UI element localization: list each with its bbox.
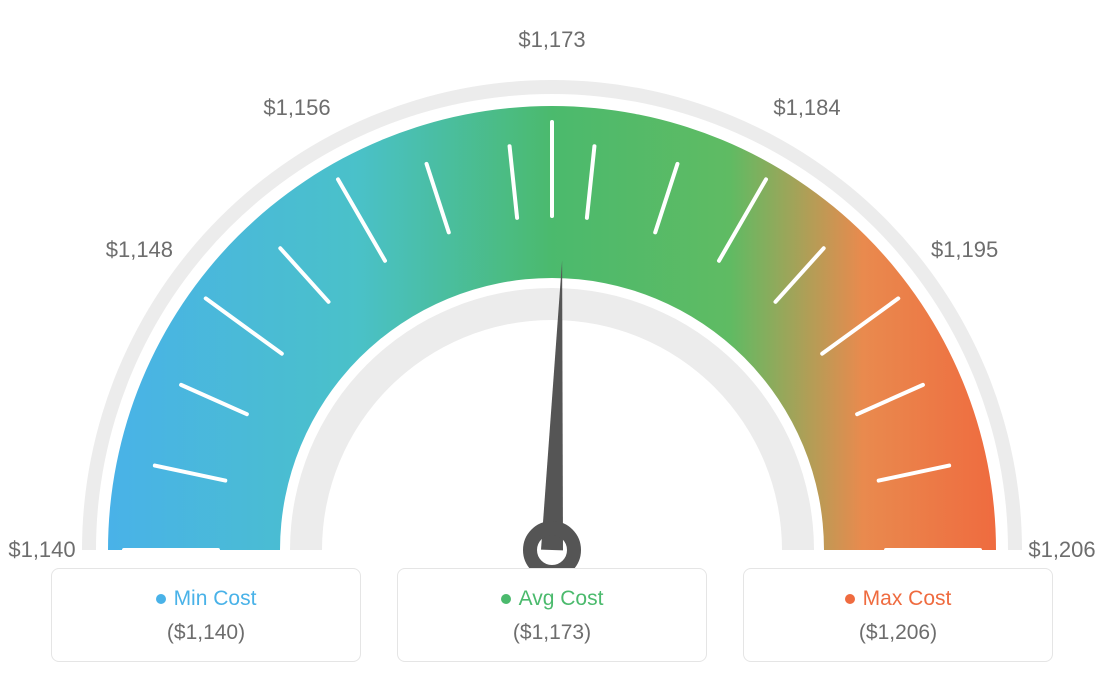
gauge-tick-label: $1,140 — [8, 537, 75, 563]
gauge-tick-label: $1,206 — [1028, 537, 1095, 563]
legend-card-max: Max Cost ($1,206) — [743, 568, 1053, 662]
legend-label-avg: Avg Cost — [519, 587, 604, 611]
legend-label-min: Min Cost — [174, 587, 257, 611]
gauge-tick-label: $1,184 — [773, 95, 840, 121]
gauge-tick-label: $1,195 — [931, 237, 998, 263]
gauge-tick-label: $1,173 — [518, 27, 585, 53]
legend-value-max: ($1,206) — [754, 621, 1042, 645]
legend-dot-min — [156, 594, 166, 604]
gauge-tick-label: $1,148 — [106, 237, 173, 263]
legend-title-avg: Avg Cost — [501, 587, 604, 611]
legend-title-min: Min Cost — [156, 587, 257, 611]
gauge-chart: $1,140 $1,148 $1,156 $1,173 $1,184 $1,195 $1,2… — [0, 0, 1104, 560]
legend-row: Min Cost ($1,140) Avg Cost ($1,173) Max … — [51, 568, 1053, 662]
legend-title-max: Max Cost — [845, 587, 952, 611]
legend-dot-max — [845, 594, 855, 604]
gauge-svg — [62, 30, 1042, 610]
legend-label-max: Max Cost — [863, 587, 952, 611]
gauge-tick-label: $1,156 — [263, 95, 330, 121]
legend-card-avg: Avg Cost ($1,173) — [397, 568, 707, 662]
legend-dot-avg — [501, 594, 511, 604]
legend-value-avg: ($1,173) — [408, 621, 696, 645]
legend-value-min: ($1,140) — [62, 621, 350, 645]
legend-card-min: Min Cost ($1,140) — [51, 568, 361, 662]
